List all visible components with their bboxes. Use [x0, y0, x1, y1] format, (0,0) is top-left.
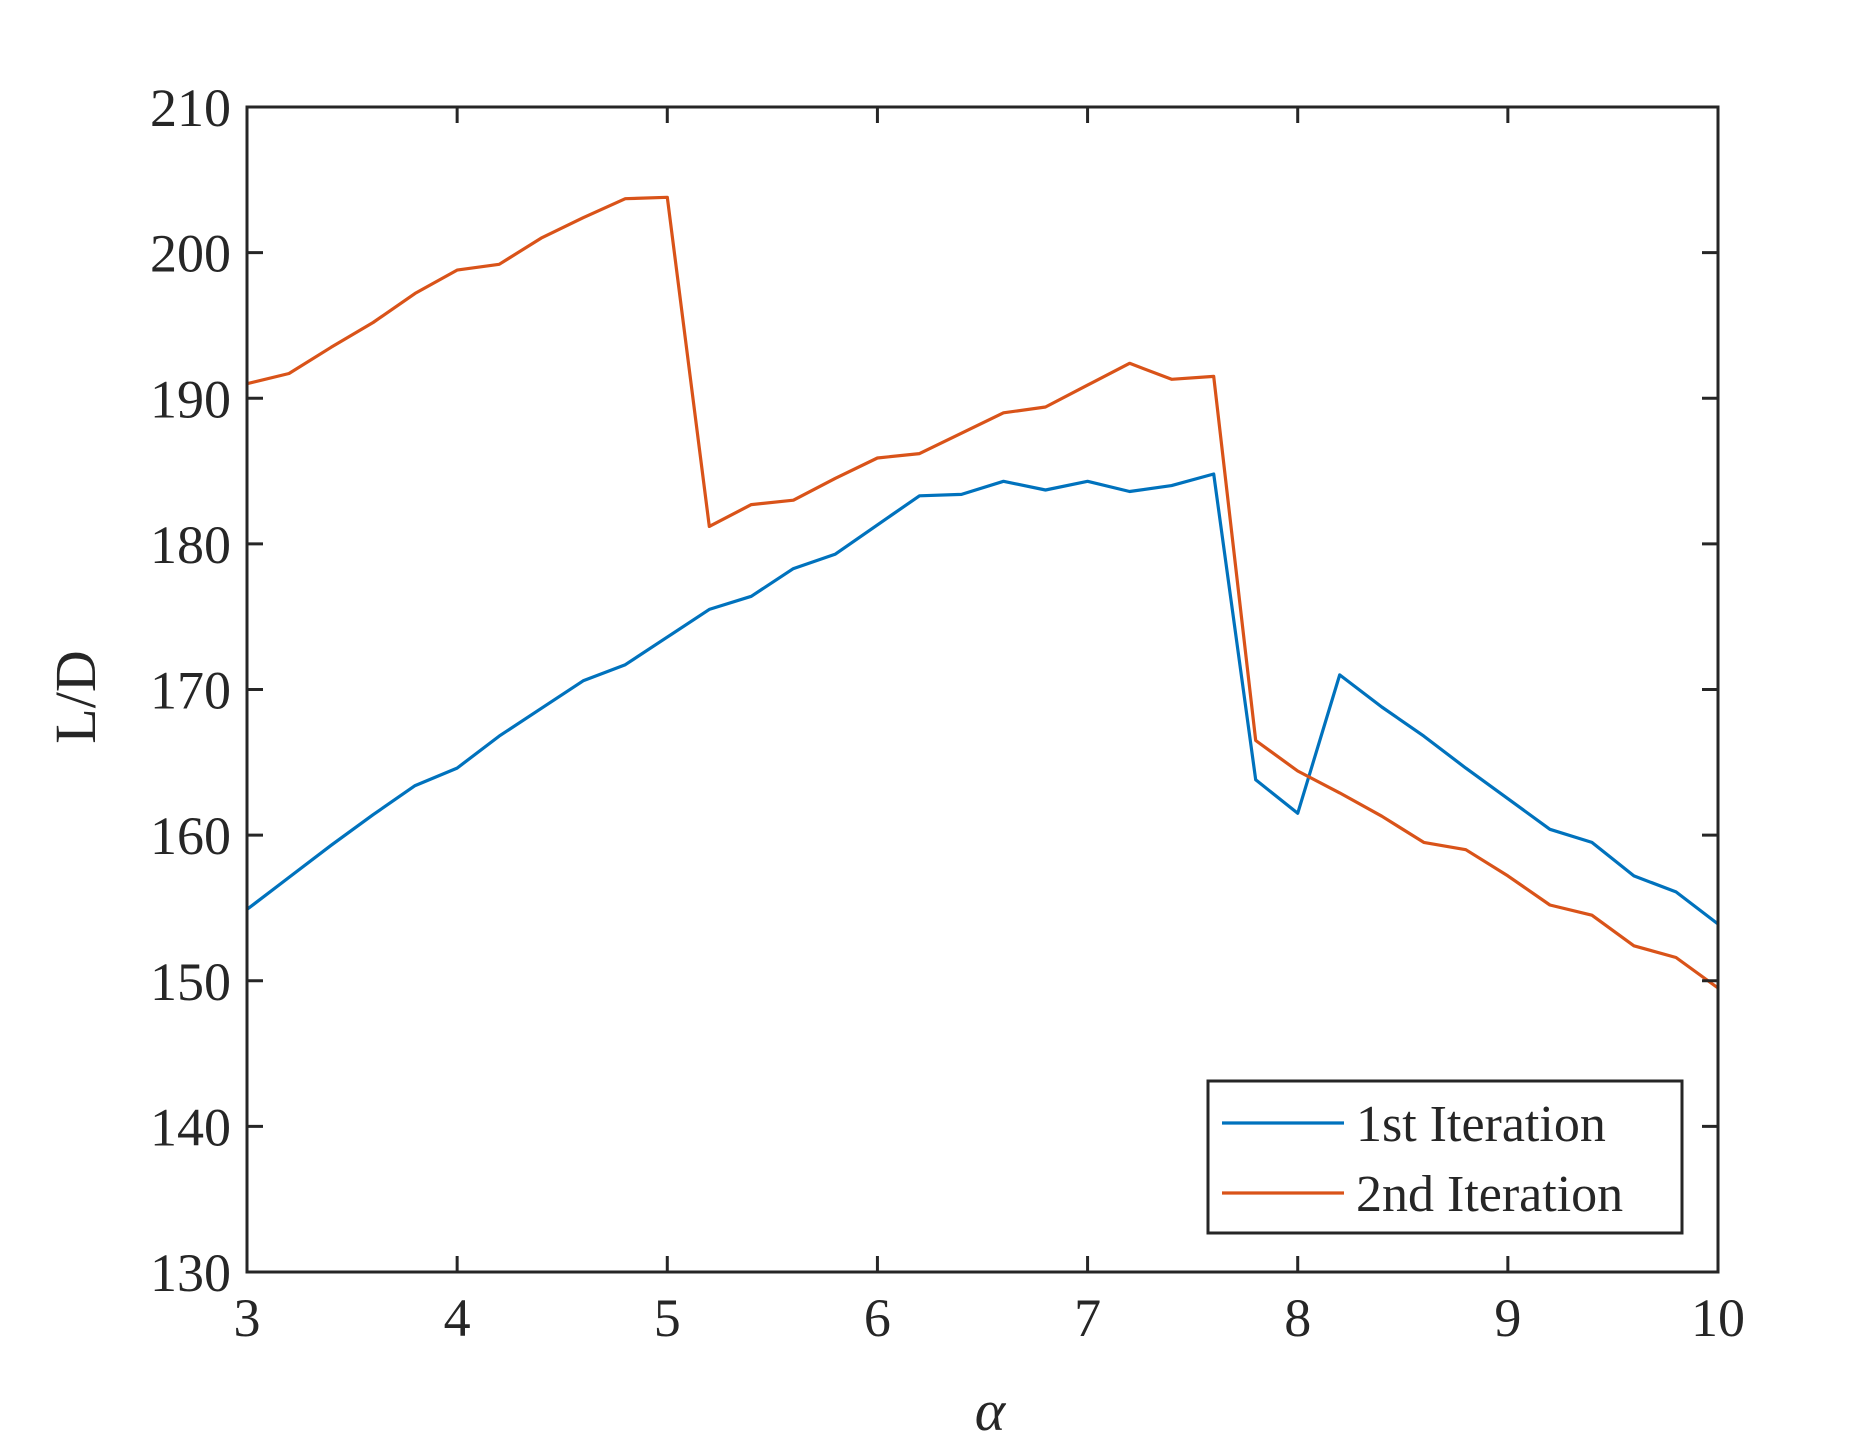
y-tick-label: 140: [150, 1097, 231, 1157]
y-tick-label: 170: [150, 661, 231, 721]
x-tick-label: 7: [1074, 1288, 1101, 1348]
y-tick-label: 190: [150, 369, 231, 429]
y-tick-label: 180: [150, 515, 231, 575]
y-tick-label: 200: [150, 224, 231, 284]
y-tick-label: 160: [150, 806, 231, 866]
x-axis-title: α: [975, 1378, 1007, 1437]
y-axis-title: L/D: [43, 650, 108, 743]
x-tick-label: 3: [234, 1288, 261, 1348]
series-line-1: [246, 472, 1719, 926]
y-tick-label: 150: [150, 952, 231, 1012]
x-tick-label: 9: [1494, 1288, 1521, 1348]
x-tick-label: 10: [1691, 1288, 1745, 1348]
legend-box: [1206, 1079, 1684, 1235]
legend-label-1: 1st Iteration: [1356, 1096, 1606, 1153]
series-layer: [246, 195, 1719, 990]
x-tick-label: 8: [1284, 1288, 1311, 1348]
y-tick-label: 210: [150, 78, 231, 138]
legend-label-2: 2nd Iteration: [1356, 1166, 1623, 1223]
series-line-2: [246, 195, 1719, 990]
x-tick-label: 4: [444, 1288, 471, 1348]
x-tick-label: 6: [864, 1288, 891, 1348]
y-tick-label: 130: [150, 1243, 231, 1303]
x-tick-label: 5: [654, 1288, 681, 1348]
ticks-layer: 3 4 5 6 7 8 9 10 130 140 150 160 170 180 190 200 210: [150, 78, 1745, 1348]
legend: 1st Iteration 2nd Iteration: [1206, 1079, 1684, 1235]
